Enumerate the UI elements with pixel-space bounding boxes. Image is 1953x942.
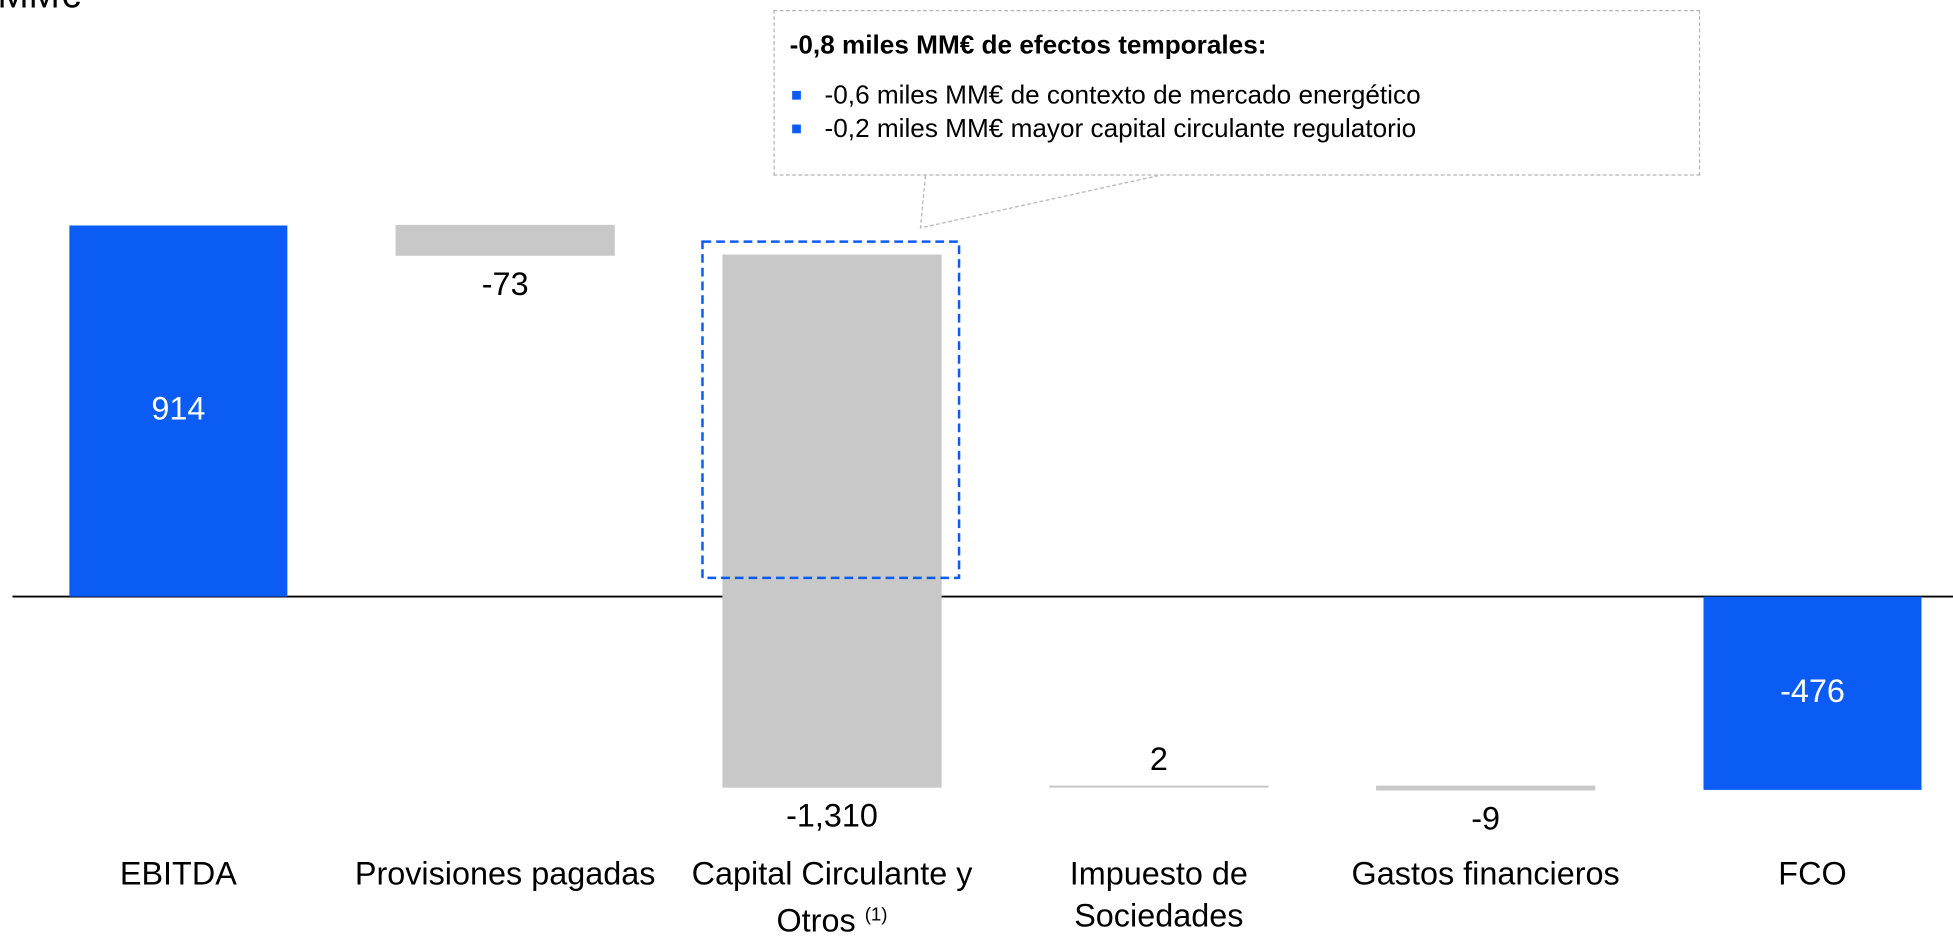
value-label: 914: [151, 391, 205, 427]
bar: [1049, 785, 1269, 788]
bar: [395, 224, 615, 256]
callout-bullet: -0,2 miles MM€ mayor capital circulante …: [790, 112, 1684, 146]
bar: [69, 225, 288, 597]
callout-title: -0,8 miles MM€ de efectos temporales:: [789, 31, 1267, 60]
bar: [722, 254, 942, 788]
callout-pointer: [919, 175, 1159, 229]
category-text: Gastos financieros: [1351, 854, 1620, 892]
footnote-marker: (1): [864, 904, 888, 926]
category-text: Impuesto de Sociedades: [1069, 854, 1248, 935]
callout-bullet: -0,6 miles MM€ de contexto de mercado en…: [790, 78, 1684, 112]
value-label: -476: [1780, 673, 1845, 709]
chart-title: MM€: [0, 0, 81, 17]
category-label: Capital Circulante y Otros (1): [670, 852, 994, 942]
category-text: Capital Circulante y Otros: [691, 854, 973, 940]
category-label: EBITDA: [16, 852, 340, 894]
callout-list: -0,6 miles MM€ de contexto de mercado en…: [790, 78, 1684, 145]
bar: [1376, 785, 1596, 791]
value-label: 2: [1150, 741, 1168, 777]
value-label: -73: [482, 266, 529, 302]
category-label: Provisiones pagadas: [343, 852, 667, 894]
value-label: -9: [1471, 801, 1500, 837]
category-text: FCO: [1778, 854, 1847, 892]
bar: [1703, 596, 1922, 790]
value-label: -1,310: [786, 798, 878, 834]
category-label: Gastos financieros: [1324, 852, 1648, 894]
category-text: Provisiones pagadas: [354, 854, 656, 892]
category-label: Impuesto de Sociedades: [997, 852, 1321, 937]
category-label: FCO: [1651, 852, 1953, 894]
callout: -0,8 miles MM€ de efectos temporales: -0…: [773, 9, 1701, 176]
category-text: EBITDA: [119, 854, 237, 892]
